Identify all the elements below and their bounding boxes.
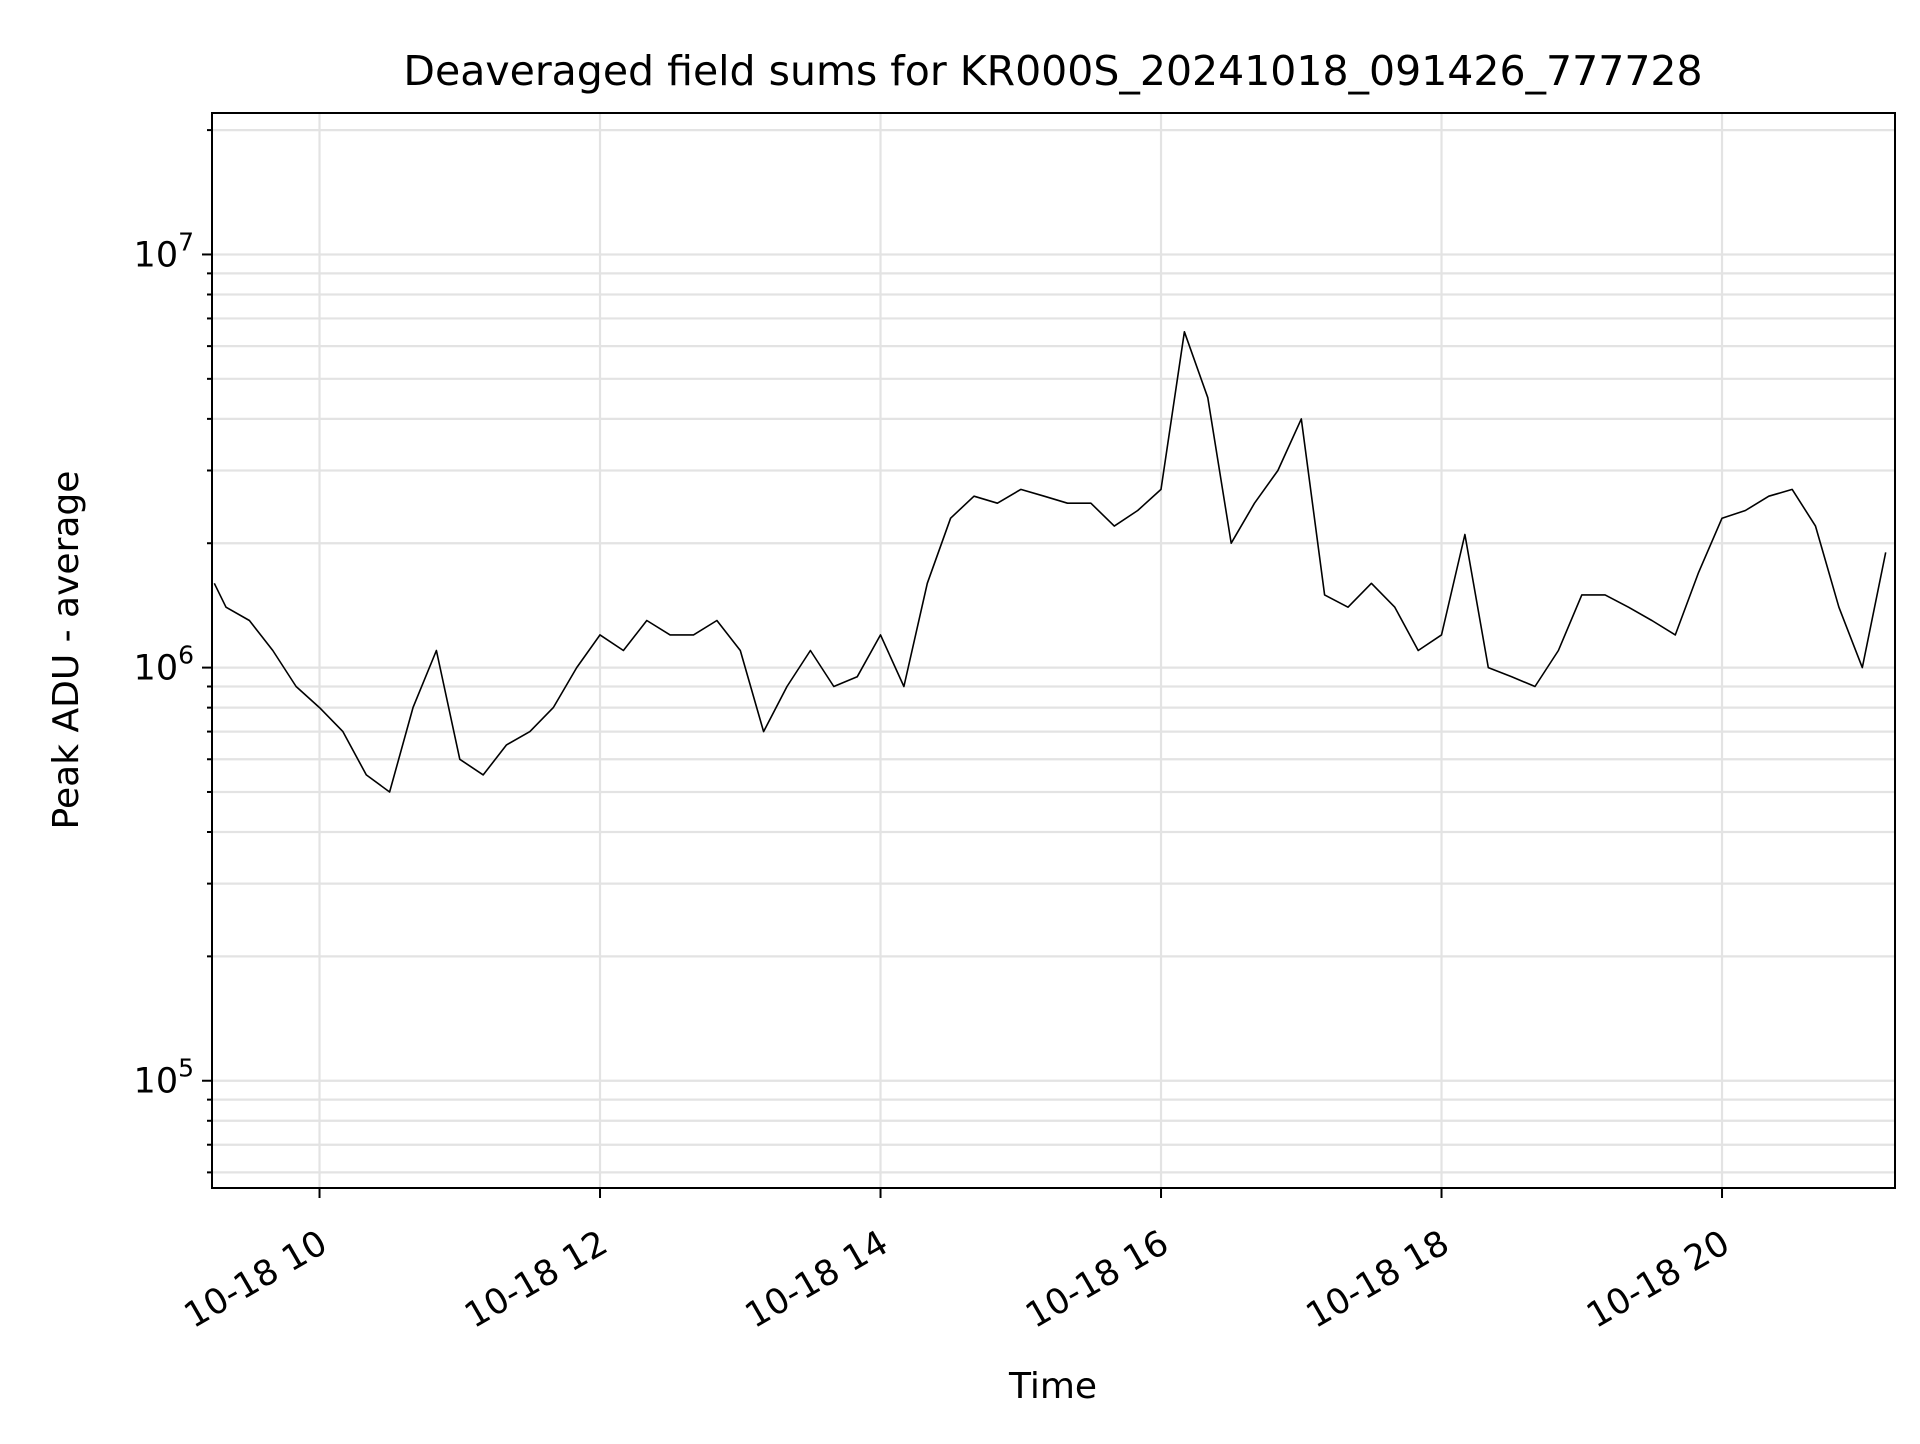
- y-axis-label: Peak ADU - average: [46, 471, 87, 830]
- x-tick-label: 10-18 16: [1019, 1223, 1175, 1336]
- x-tick-label: 10-18 14: [739, 1223, 895, 1336]
- series-line: [213, 330, 1887, 793]
- y-tick-label: 107: [134, 227, 194, 275]
- y-tick-label-base: 10: [134, 649, 179, 689]
- y-tick-label-exponent: 6: [178, 641, 194, 670]
- y-tick-label-exponent: 5: [178, 1054, 194, 1083]
- y-tick-label-base: 10: [134, 1062, 179, 1102]
- y-tick-label: 105: [134, 1054, 194, 1102]
- chart-title: Deaveraged field sums for KR000S_2024101…: [403, 47, 1702, 95]
- y-tick-label-exponent: 7: [178, 227, 194, 256]
- grid-lines: [212, 113, 1895, 1188]
- series-layer: [213, 330, 1887, 793]
- x-axis-label: Time: [1008, 1366, 1097, 1407]
- plot-frame: [211, 112, 1896, 1189]
- x-axis-ticks: 10-18 10 10-18 12 10-18 14 10-18 16 10-18 18…: [178, 1188, 1737, 1336]
- y-tick-label-base: 10: [134, 235, 179, 275]
- x-tick-label: 10-18 18: [1300, 1223, 1456, 1336]
- y-tick-label: 106: [134, 641, 194, 689]
- x-tick-label: 10-18 10: [178, 1223, 334, 1336]
- x-tick-label: 10-18 20: [1580, 1223, 1736, 1336]
- x-tick-label: 10-18 12: [458, 1223, 614, 1336]
